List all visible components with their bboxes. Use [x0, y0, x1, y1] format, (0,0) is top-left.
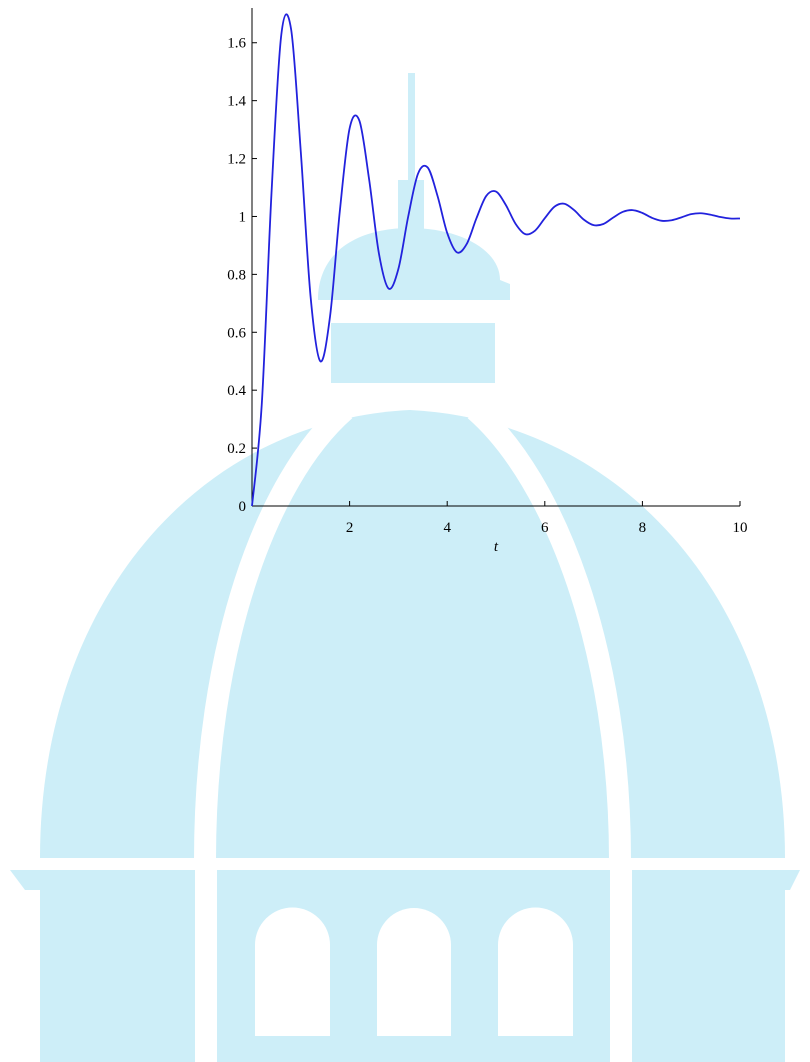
x-tick-label: 10: [733, 520, 748, 536]
x-tick-label: 2: [346, 520, 354, 536]
watermark: [10, 73, 800, 1062]
y-tick-label: 0.8: [227, 267, 246, 283]
x-tick-label: 6: [541, 520, 549, 536]
y-tick-label: 0.4: [227, 383, 246, 399]
y-tick-label: 1.2: [227, 152, 246, 168]
page: t 00.20.40.60.811.21.41.6246810: [0, 0, 810, 1062]
y-tick-label: 1.6: [227, 36, 246, 52]
x-tick-label: 8: [639, 520, 647, 536]
y-tick-label: 0.2: [227, 441, 246, 457]
x-tick-label: 4: [443, 520, 451, 536]
y-tick-label: 0.6: [227, 325, 246, 341]
y-tick-label: 0: [239, 499, 247, 515]
y-tick-label: 1: [239, 209, 247, 225]
y-tick-label: 1.4: [227, 94, 246, 110]
